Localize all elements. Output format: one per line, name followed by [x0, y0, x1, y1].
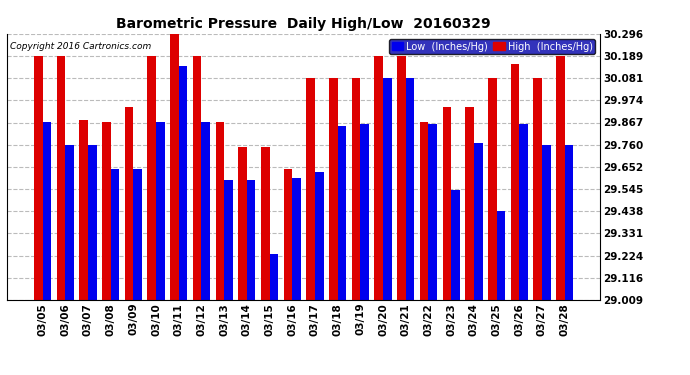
Bar [352, 78, 360, 300]
Bar [428, 124, 437, 300]
Bar [497, 211, 505, 300]
Bar [556, 56, 564, 300]
Bar [329, 78, 337, 300]
Bar [247, 180, 255, 300]
Bar [488, 78, 497, 300]
Bar [215, 122, 224, 300]
Bar [474, 142, 482, 300]
Bar [110, 170, 119, 300]
Bar [133, 170, 142, 300]
Bar [520, 124, 528, 300]
Bar [156, 122, 165, 300]
Bar [533, 78, 542, 300]
Bar [442, 107, 451, 300]
Bar [465, 107, 474, 300]
Bar [224, 180, 233, 300]
Bar [270, 254, 278, 300]
Bar [79, 120, 88, 300]
Bar [170, 33, 179, 300]
Bar [383, 78, 392, 300]
Legend: Low  (Inches/Hg), High  (Inches/Hg): Low (Inches/Hg), High (Inches/Hg) [389, 39, 595, 54]
Bar [375, 56, 383, 300]
Bar [57, 56, 65, 300]
Bar [88, 145, 97, 300]
Bar [65, 145, 74, 300]
Bar [125, 107, 133, 300]
Bar [360, 124, 369, 300]
Text: Copyright 2016 Cartronics.com: Copyright 2016 Cartronics.com [10, 42, 151, 51]
Bar [406, 78, 415, 300]
Bar [293, 178, 301, 300]
Bar [397, 56, 406, 300]
Bar [306, 78, 315, 300]
Title: Barometric Pressure  Daily High/Low  20160329: Barometric Pressure Daily High/Low 20160… [117, 17, 491, 31]
Bar [337, 126, 346, 300]
Bar [261, 147, 270, 300]
Bar [511, 64, 520, 300]
Bar [201, 122, 210, 300]
Bar [420, 122, 428, 300]
Bar [179, 66, 188, 300]
Bar [238, 147, 247, 300]
Bar [284, 170, 293, 300]
Bar [34, 56, 43, 300]
Bar [148, 56, 156, 300]
Bar [315, 171, 324, 300]
Bar [193, 56, 201, 300]
Bar [564, 145, 573, 300]
Bar [451, 190, 460, 300]
Bar [102, 122, 110, 300]
Bar [542, 145, 551, 300]
Bar [43, 122, 51, 300]
